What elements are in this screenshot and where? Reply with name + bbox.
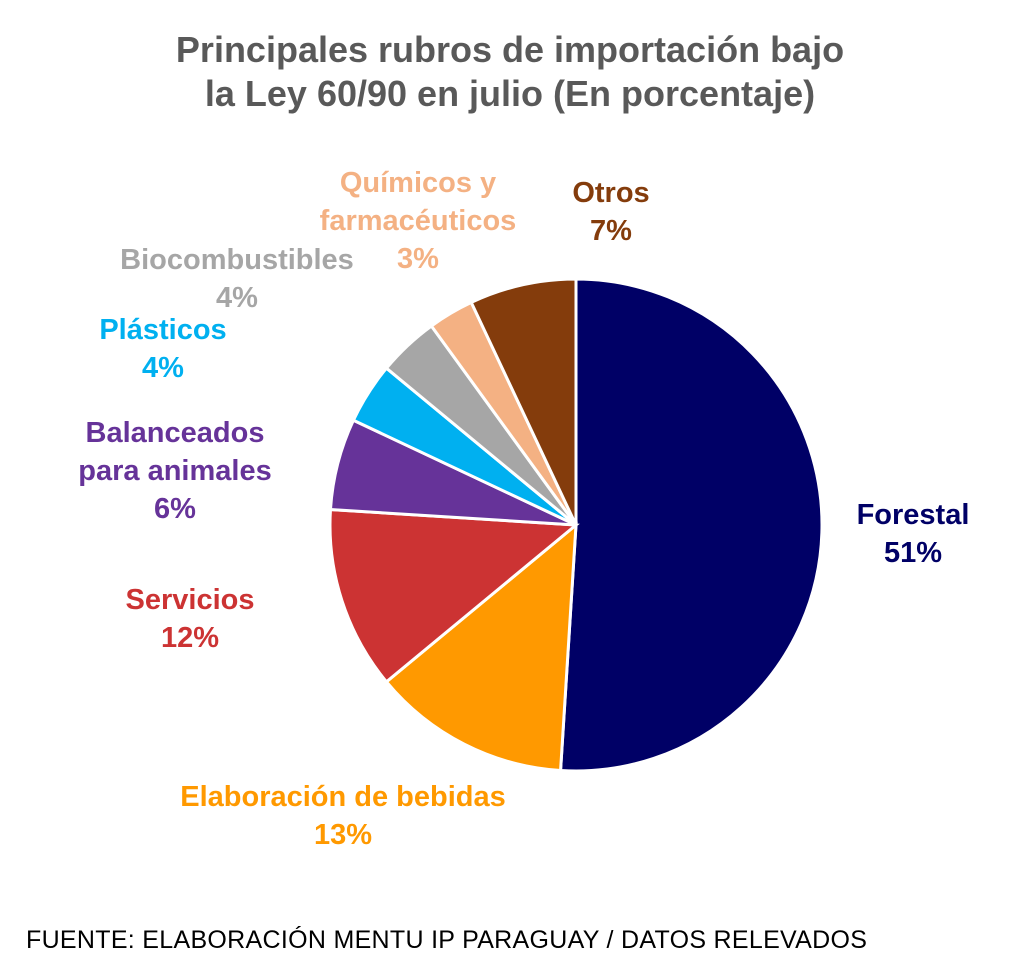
data-label-servicios: Servicios 12%: [126, 581, 255, 657]
data-label-balanceados-para-animales: Balanceados para animales 6%: [78, 414, 271, 528]
slice-value: 13%: [313, 819, 373, 851]
data-label-elaboraci-n-de-bebidas: Elaboración de bebidas 13%: [180, 778, 506, 854]
pie-slice-forestal: [558, 277, 824, 773]
data-label-qu-micos-y-farmac-uticos: Químicos y farmacéuticos 3%: [320, 164, 517, 278]
chart-title-line-2: la Ley 60/90 en julio (En porcentaje): [204, 73, 816, 114]
chart-title-line-1: Principales rubros de importación bajo: [175, 29, 845, 70]
slice-value: 51%: [883, 537, 943, 569]
slice-name: Servicios: [125, 584, 255, 616]
slice-name: Otros: [572, 177, 650, 209]
pie-slice-otros: [469, 277, 578, 526]
source-footer: FUENTE: ELABORACIÓN MENTU IP PARAGUAY / …: [26, 926, 868, 954]
chart-title: Principales rubros de importación bajo l…: [0, 28, 1020, 116]
slice-value: 4%: [216, 282, 258, 314]
pie-slice-servicios: [328, 507, 580, 684]
slice-value: 12%: [160, 622, 220, 654]
data-label-biocombustibles: Biocombustibles 4%: [120, 241, 354, 317]
data-label-forestal: Forestal 51%: [857, 496, 970, 572]
slice-name: farmacéuticos: [319, 205, 517, 237]
slice-value: 7%: [590, 215, 632, 247]
slice-value: 3%: [397, 243, 439, 275]
slice-name: para animales: [78, 455, 272, 487]
slice-name: Balanceados: [85, 417, 265, 449]
slice-name: Forestal: [856, 499, 970, 531]
data-label-pl-sticos: Plásticos 4%: [99, 311, 226, 387]
slice-name: Elaboración de bebidas: [180, 781, 506, 813]
slice-name: Biocombustibles: [120, 244, 354, 276]
slice-name: Plásticos: [99, 314, 227, 346]
slice-value: 6%: [154, 493, 196, 525]
pie-slice-elaboraci-n-de-bebidas: [384, 521, 578, 773]
slice-name: Químicos y: [339, 167, 497, 199]
data-label-otros: Otros 7%: [572, 174, 649, 250]
slice-value: 4%: [142, 352, 184, 384]
